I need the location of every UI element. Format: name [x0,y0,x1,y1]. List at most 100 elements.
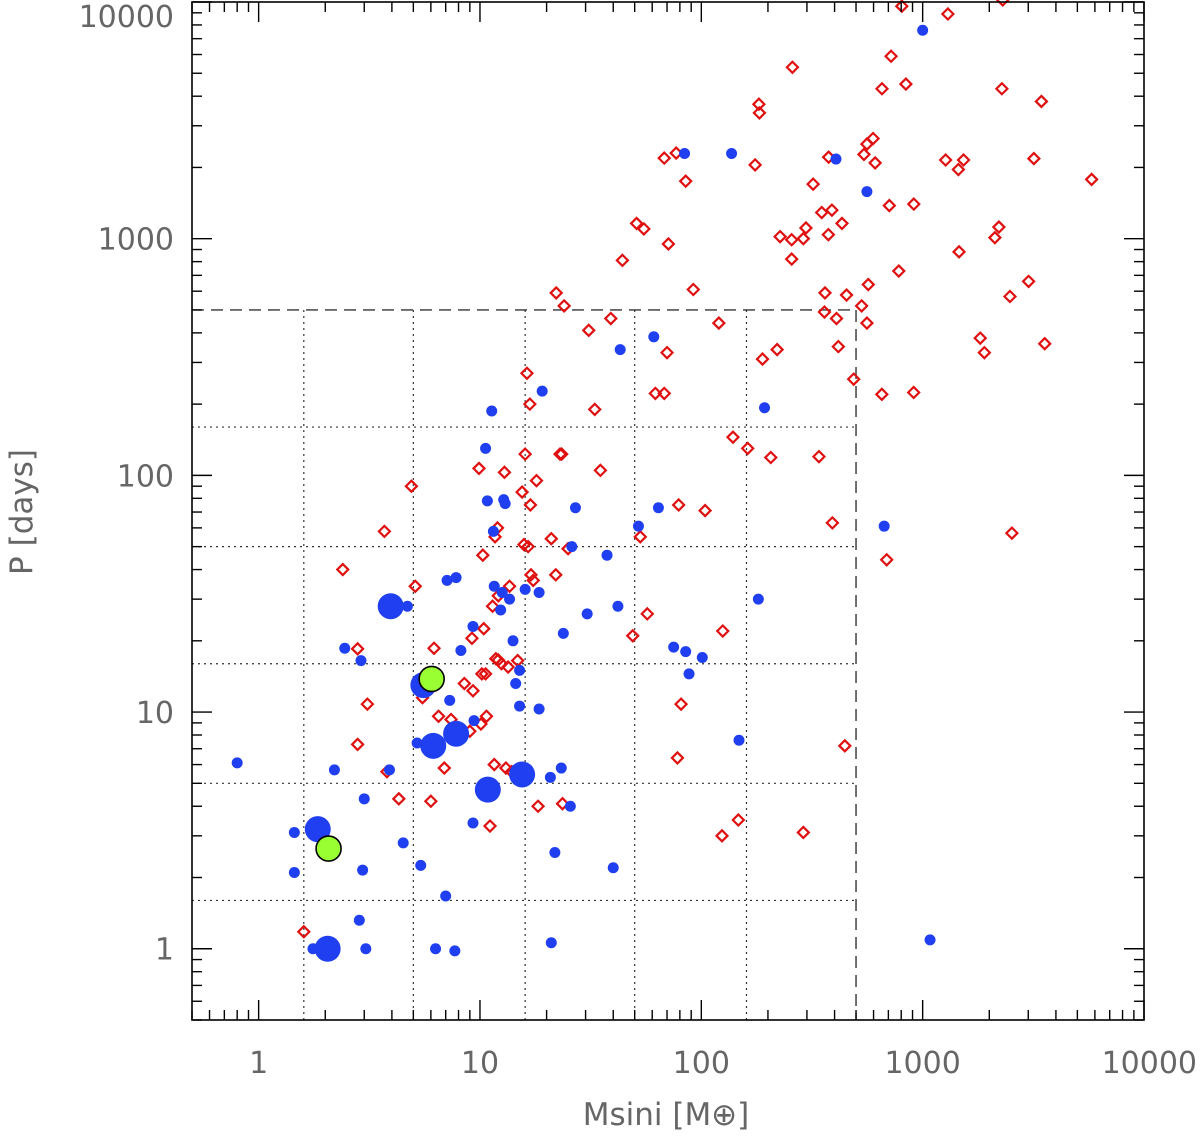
red-diamond-point [518,447,533,462]
blue-dot-point [533,586,545,598]
blue-dot-point [288,866,300,878]
red-diamond-point [940,6,955,22]
blue-dot-point [759,402,771,414]
blue-dot-point [455,645,467,657]
blue-dot-point [555,762,567,774]
blue-dot-point [430,943,442,955]
red-diamond-point [994,81,1009,96]
blue-dot-point [533,703,545,715]
blue-dot-point [726,148,738,160]
red-diamond-point [549,285,564,300]
blue-dot-point [696,652,708,664]
red-diamond-point [748,157,763,172]
red-diamond-point [531,799,546,814]
red-diamond-point [457,676,472,691]
blue-dot-point [504,593,516,605]
blue-dot-point [328,764,340,776]
blue-dot-point [569,502,581,514]
red-diamond-point [714,828,730,843]
red-diamond-point [360,697,375,712]
red-diamond-point [874,81,890,96]
red-diamond-point [475,548,490,563]
red-diamond-point [587,402,602,417]
red-diamond-point [829,311,844,326]
x-tick-label: 1 [249,1046,268,1081]
red-diamond-point [494,656,509,671]
blue-dot-point [614,344,626,356]
blue-dot-point [581,608,593,620]
red-diamond-point [770,342,785,357]
red-diamond-point [521,539,536,554]
blue-dot-point [358,793,370,805]
red-diamond-point [874,387,889,402]
red-diamond-point [498,761,513,776]
large-blue-dot-point [377,593,404,620]
blue-dot-point [679,148,691,160]
red-diamond-point [987,230,1002,245]
red-diamond-point [798,220,814,236]
red-diamond-point [674,697,689,712]
red-diamond-point [817,304,832,320]
red-diamond-point [629,216,644,231]
red-diamond-point [640,606,655,621]
red-diamond-point [479,709,494,724]
red-diamond-point [884,49,899,64]
red-diamond-point [426,641,442,656]
green-highlight-point [418,665,445,693]
red-diamond-point [633,529,648,544]
blue-dot-point [924,934,936,946]
red-diamond-point [552,447,568,462]
red-diamond-point [625,628,640,643]
red-diamond-point [773,229,788,244]
red-diamond-point [391,791,406,806]
blue-dot-point [355,655,367,667]
y-tick-label: 100 [117,459,174,494]
data-points [231,0,1099,962]
blue-dot-point [566,541,578,553]
red-diamond-point [522,397,537,412]
red-diamond-point [837,738,852,753]
red-diamond-point [523,497,538,513]
blue-dot-point [411,737,423,749]
blue-dot-point [752,593,764,605]
red-diamond-point [544,531,559,546]
axes [191,1,1145,1021]
blue-dot-point [440,890,452,902]
red-diamond-point [831,339,846,354]
red-diamond-point [487,757,502,772]
red-diamond-point [548,567,563,582]
red-diamond-point [497,465,512,480]
axis-labels: Msini [M⊕] P [days] 1 10 100 1000 10000 1 10 10… [4,0,1197,1133]
blue-dot-point [652,502,664,514]
red-diamond-point [296,924,311,939]
red-diamond-point [898,77,913,92]
blue-dot-point [648,331,660,343]
blue-dot-point [468,715,480,727]
red-diamond-point [615,253,630,268]
red-diamond-point [485,599,500,614]
y-axis-title: P [days] [4,449,40,575]
x-axis-title: Msini [M⊕] [583,1097,750,1133]
red-diamond-point [659,345,675,360]
y-tick-label: 1 [155,933,174,968]
red-diamond-point [977,345,992,360]
red-diamond-point [879,552,894,567]
red-diamond-point [478,666,493,681]
red-diamond-point [350,737,365,752]
red-diamond-point [661,236,676,252]
red-diamond-point [731,812,746,828]
red-diamond-point [554,447,569,462]
red-diamond-point [1021,274,1036,289]
red-diamond-point [377,524,392,539]
blue-dot-point [607,862,619,874]
blue-dot-point [536,385,548,397]
red-diamond-point [671,497,686,513]
red-diamond-point [856,147,872,162]
blue-dot-point [514,664,526,676]
red-diamond-point [526,573,541,588]
large-blue-dot-point [474,776,501,803]
large-blue-dot-point [420,732,447,759]
blue-dot-point [499,498,511,510]
blue-dot-point [444,694,456,706]
